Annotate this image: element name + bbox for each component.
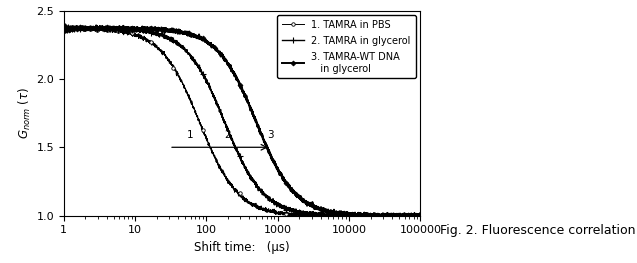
- Text: Fig. 2. Fluorescence correlation: Fig. 2. Fluorescence correlation: [440, 224, 635, 237]
- Text: 3: 3: [268, 130, 274, 140]
- Text: 2: 2: [225, 130, 231, 140]
- Text: 1: 1: [187, 130, 194, 140]
- Y-axis label: $G_{norm}$ ($\tau$): $G_{norm}$ ($\tau$): [17, 87, 34, 139]
- Legend: 1. TAMRA in PBS, 2. TAMRA in glycerol, 3. TAMRA-WT DNA
   in glycerol: 1. TAMRA in PBS, 2. TAMRA in glycerol, 3…: [277, 15, 415, 78]
- X-axis label: Shift time:   (μs): Shift time: (μs): [194, 241, 290, 254]
